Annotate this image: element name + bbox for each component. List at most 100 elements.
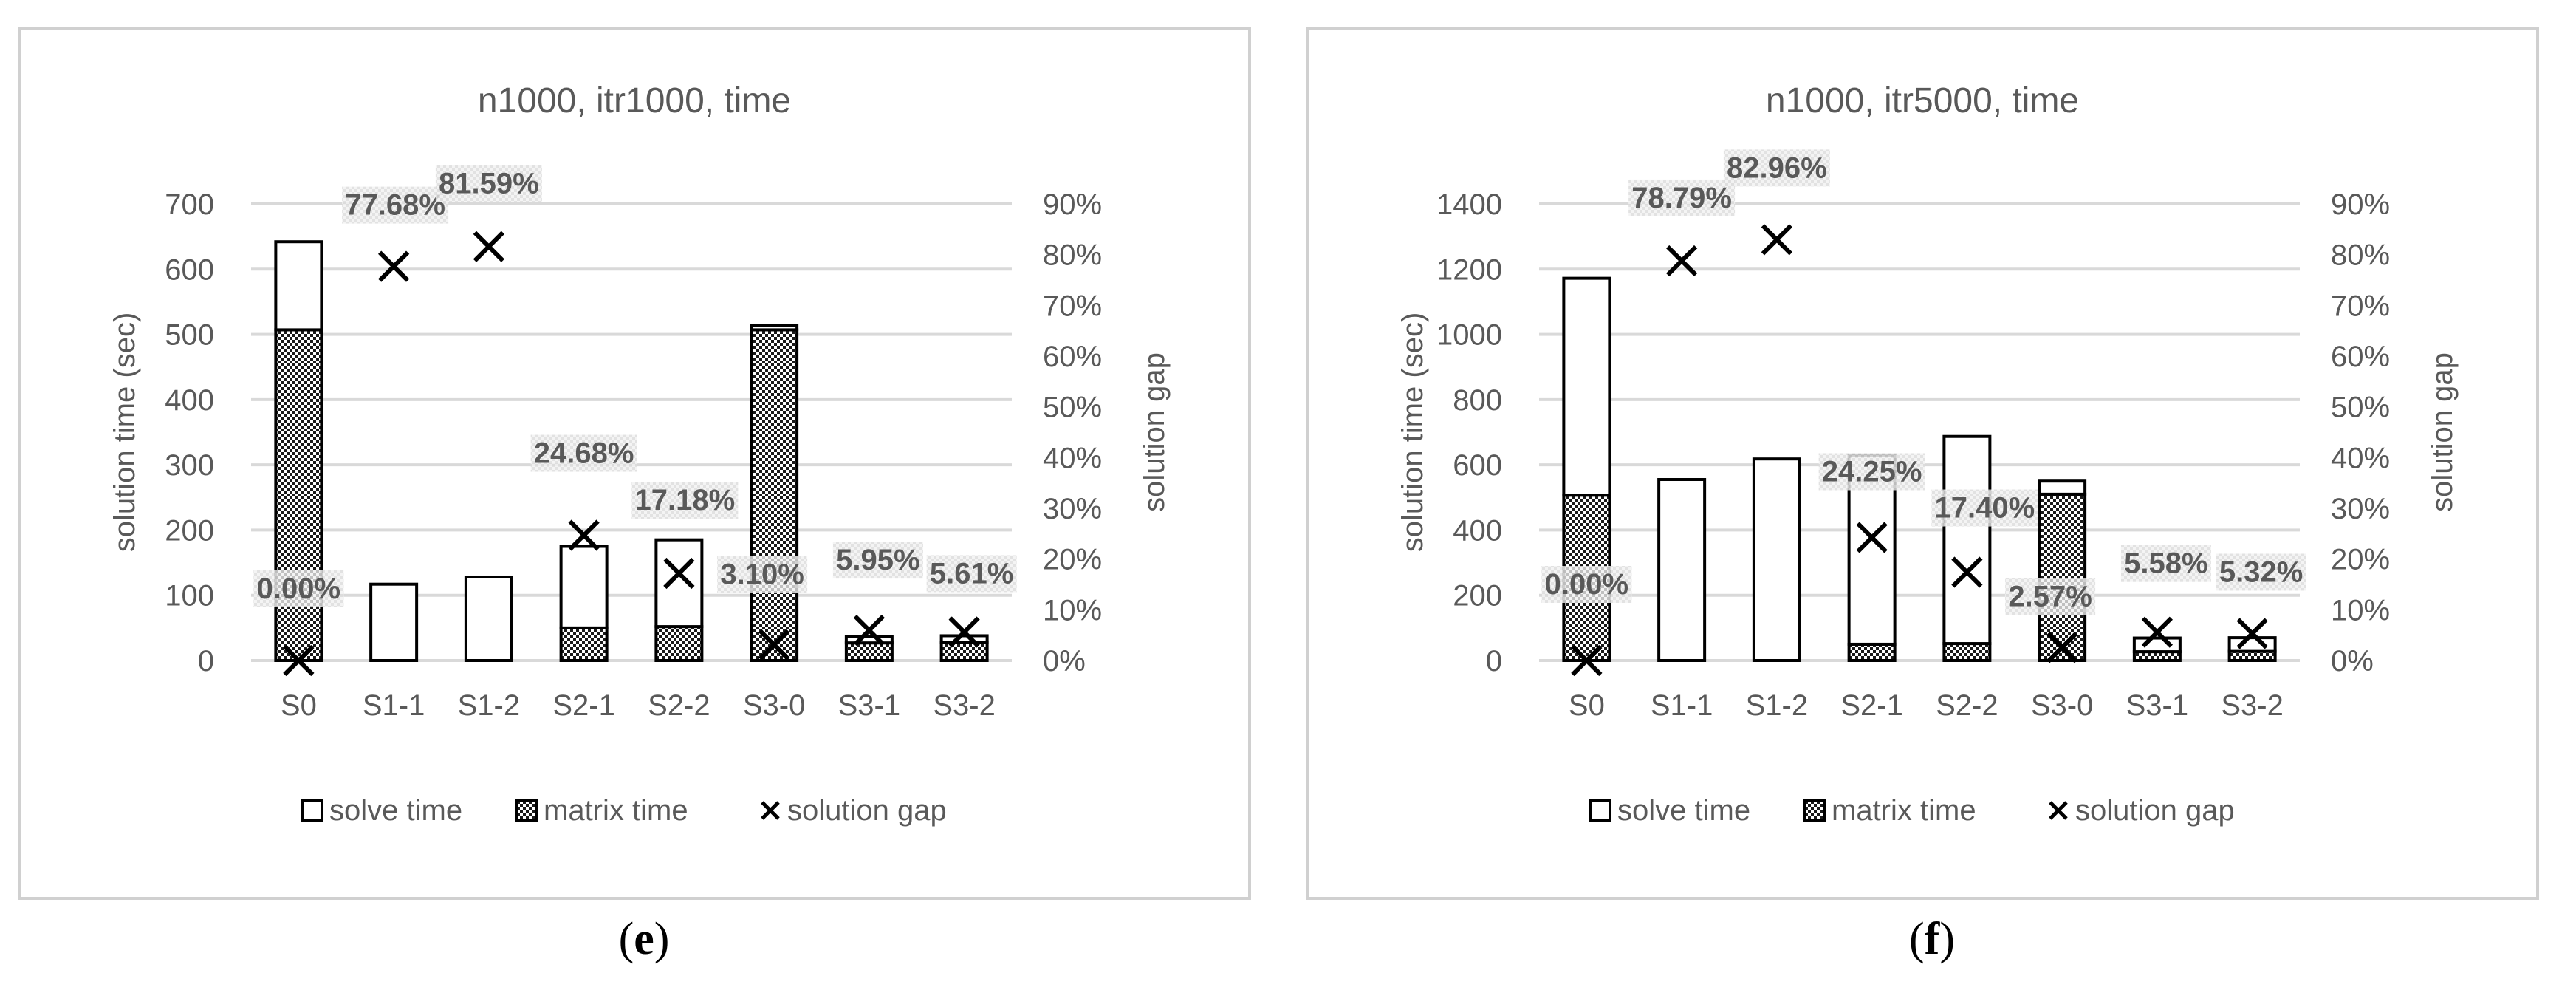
gap-label-bg [1541,566,1632,603]
y2-tick-label: 0% [1043,645,1086,677]
gap-marker [853,615,885,646]
x-tick-label: S2-2 [648,689,710,722]
bar-solve-time [1657,478,1707,662]
gap-data-label: 5.95% [836,544,919,576]
legend-item: solution gap [761,794,947,827]
gap-data-label: 0.00% [1545,568,1628,601]
caption-letter: e [634,914,654,964]
bar-solve-time [274,240,323,332]
gap-label-bg [435,165,542,202]
gap-marker [2141,616,2173,648]
chart-title: n1000, itr5000, time [1766,81,2079,120]
legend-item: solution gap [2049,794,2235,827]
bar-solve-time [1942,434,1992,646]
gap-data-label: 5.58% [2124,547,2207,580]
gap-data-label: 17.18% [635,484,736,516]
gap-marker [1856,522,1888,553]
legend-label: solution gap [787,794,947,827]
y-tick-label: 0 [1486,645,1502,677]
y-tick-label: 300 [165,449,214,482]
gap-marker [568,519,600,551]
legend-label: matrix time [544,794,688,827]
y-tick-label: 100 [165,580,214,612]
y-tick-label: 200 [165,514,214,547]
legend-swatch-gap [2049,801,2068,820]
gap-label-bg [1628,179,1736,216]
gap-data-label: 3.10% [720,559,804,591]
y2-tick-label: 60% [2331,341,2390,373]
gap-marker-stroke [1666,245,1698,277]
y-axis-title: solution time (sec) [1397,313,1429,553]
y2-tick-label: 40% [1043,442,1102,474]
gap-label-bg [631,482,739,519]
gap-marker-stroke [283,644,315,677]
gap-marker [948,616,980,648]
bar-solve-time [1752,457,1801,662]
x-tick-label: S3-1 [2126,689,2189,722]
gap-marker [1951,556,1983,588]
bar-solve-time [369,582,419,662]
gap-marker-stroke [1856,522,1888,553]
legend-swatch-matrix [1803,799,1826,822]
gap-marker-stroke [1571,644,1603,677]
chart-svg-e: n1000, itr1000, time 0 100 200 300 400 500 600 7… [18,27,1251,900]
gap-data-label: 82.96% [1727,151,1827,184]
x-tick-label: S1-2 [458,689,521,722]
x-tick-label: S0 [1569,689,1605,722]
gap-label-bg [926,555,1017,593]
gap-data-label: 2.57% [2008,580,2092,612]
gap-marker [2046,632,2078,663]
bar-matrix-time [1942,642,1992,663]
bar-matrix-time [654,625,704,663]
x-tick-label: S0 [281,689,317,722]
x-tick-label: S1-2 [1746,689,1809,722]
gap-label-bg [832,542,923,579]
y-tick-label: 400 [1453,514,1502,547]
y2-tick-label: 70% [1043,290,1102,322]
y-tick-label: 0 [198,645,214,677]
x-tick-label: S2-1 [552,689,615,722]
gap-data-label: 77.68% [345,189,445,222]
y2-tick-label: 90% [2331,188,2390,221]
gap-marker [1666,245,1698,277]
x-tick-label: S2-1 [1840,689,1903,722]
y2-tick-label: 40% [2331,442,2390,474]
gap-marker-stroke [948,616,980,648]
y2-tick-label: 80% [1043,239,1102,272]
y-axis-title: solution time (sec) [109,313,141,553]
bar-solve-time [2038,479,2087,496]
y2-tick-label: 50% [2331,392,2390,424]
gap-marker [378,250,410,282]
bar-solve-time [844,635,894,645]
y-tick-label: 1200 [1436,253,1502,286]
gap-data-label: 78.79% [1631,182,1732,214]
gap-marker-stroke [758,629,790,660]
bar-matrix-time [274,328,323,662]
y2-tick-label: 50% [1043,392,1102,424]
y2-tick-label: 30% [1043,493,1102,525]
gap-label-bg [1723,149,1830,187]
gap-marker [758,629,790,660]
gap-label-bg [2216,553,2306,591]
gap-label-bg [1931,489,2038,527]
gap-label-bg [2005,578,2096,615]
gap-data-label: 17.40% [1935,492,2035,525]
y2-tick-label: 30% [2331,493,2390,525]
legend-label: solve time [1617,794,1750,827]
x-tick-label: S3-1 [838,689,901,722]
y-tick-label: 600 [1453,449,1502,482]
gap-label-bg [2120,544,2211,582]
gap-label-bg [717,556,808,593]
y-tick-label: 1000 [1436,319,1502,352]
y-tick-label: 700 [165,188,214,221]
legend-label: matrix time [1832,794,1976,827]
y-tick-label: 800 [1453,384,1502,417]
gap-label-bg [253,570,344,607]
legend-swatch-gap [761,801,780,820]
gap-marker-stroke [2141,616,2173,648]
gap-marker-stroke [568,519,600,551]
bar-solve-time [1562,276,1611,497]
caption-f: (f) [1909,914,1955,964]
gap-data-label: 24.25% [1822,455,1922,488]
gap-data-label: 5.32% [2219,556,2303,588]
